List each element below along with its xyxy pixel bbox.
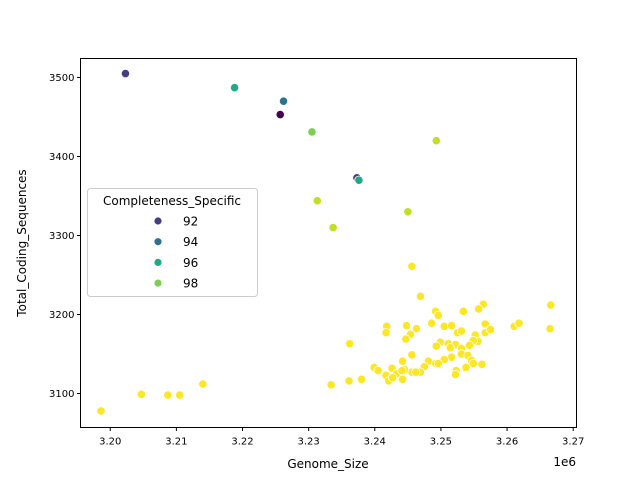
x-tick-label: 3.23 <box>298 437 320 448</box>
legend-label: 96 <box>183 256 198 270</box>
data-point <box>388 373 398 383</box>
points-layer <box>96 68 556 416</box>
x-axis-label: Genome_Size <box>287 457 368 471</box>
data-point <box>344 376 354 386</box>
x-axis: 3.20 3.21 3.22 3.23 3.24 3.25 3.26 3.27 <box>99 427 584 448</box>
data-point <box>458 306 469 316</box>
y-tick-label: 3200 <box>49 310 74 321</box>
data-point <box>401 320 412 331</box>
data-point <box>411 367 421 377</box>
x-tick-label: 3.25 <box>430 437 452 448</box>
data-point <box>431 341 441 351</box>
data-point <box>381 328 391 338</box>
data-point <box>312 196 322 206</box>
data-point <box>407 350 417 360</box>
data-point <box>446 320 457 331</box>
plot-frame <box>80 58 577 428</box>
x-tick-label: 3.21 <box>165 437 187 448</box>
data-point <box>198 379 208 389</box>
data-point <box>397 366 407 376</box>
data-point <box>326 380 336 390</box>
data-point <box>427 318 437 328</box>
data-point <box>96 406 106 416</box>
data-point <box>397 374 408 384</box>
data-point <box>401 334 411 344</box>
legend-label: 94 <box>183 235 198 249</box>
data-point <box>356 374 367 384</box>
data-point <box>278 96 289 106</box>
data-point <box>307 127 317 137</box>
legend-label: 92 <box>183 215 198 229</box>
data-point <box>474 304 484 314</box>
y-axis: 3100 3200 3300 3400 3500 <box>49 73 81 400</box>
data-point <box>373 366 383 376</box>
legend-box <box>87 188 258 297</box>
x-tick-label: 3.26 <box>496 437 518 448</box>
data-point <box>485 324 496 335</box>
legend-marker <box>153 237 163 247</box>
x-tick-label: 3.27 <box>562 437 584 448</box>
data-point <box>354 175 364 185</box>
legend-marker <box>153 216 163 226</box>
data-point <box>397 356 408 366</box>
data-point <box>450 369 461 380</box>
data-point <box>546 300 556 310</box>
legend: Completeness_Specific 92 94 96 98 <box>87 188 258 297</box>
data-point <box>407 261 417 271</box>
data-point <box>445 343 455 353</box>
y-axis-label: Total_Coding_Sequences <box>15 169 29 317</box>
data-point <box>433 358 443 369</box>
data-point <box>120 68 131 79</box>
data-point <box>328 222 338 233</box>
data-point <box>514 318 524 328</box>
data-point <box>136 389 146 399</box>
data-point <box>345 339 355 349</box>
y-tick-label: 3300 <box>49 231 74 242</box>
data-point <box>415 291 426 301</box>
x-offset-label: 1e6 <box>553 455 576 469</box>
x-tick-label: 3.20 <box>99 437 121 448</box>
data-point <box>275 110 285 120</box>
y-tick-label: 3100 <box>49 389 74 400</box>
data-point <box>461 362 471 373</box>
data-point <box>456 326 467 336</box>
data-point <box>175 390 185 400</box>
y-tick-label: 3500 <box>49 73 74 84</box>
legend-label: 98 <box>183 277 198 291</box>
data-point <box>163 390 173 400</box>
y-tick-label: 3400 <box>49 152 74 163</box>
legend-title: Completeness_Specific <box>103 194 241 208</box>
data-point <box>433 310 443 320</box>
legend-marker <box>153 278 163 288</box>
data-point <box>403 207 413 217</box>
x-tick-label: 3.24 <box>364 437 386 448</box>
legend-marker <box>153 257 163 267</box>
data-point <box>431 136 441 146</box>
data-point <box>477 359 487 369</box>
x-tick-label: 3.22 <box>231 437 253 448</box>
data-point <box>545 324 555 334</box>
data-point <box>411 324 422 334</box>
data-point <box>229 83 240 93</box>
data-point <box>464 340 474 350</box>
